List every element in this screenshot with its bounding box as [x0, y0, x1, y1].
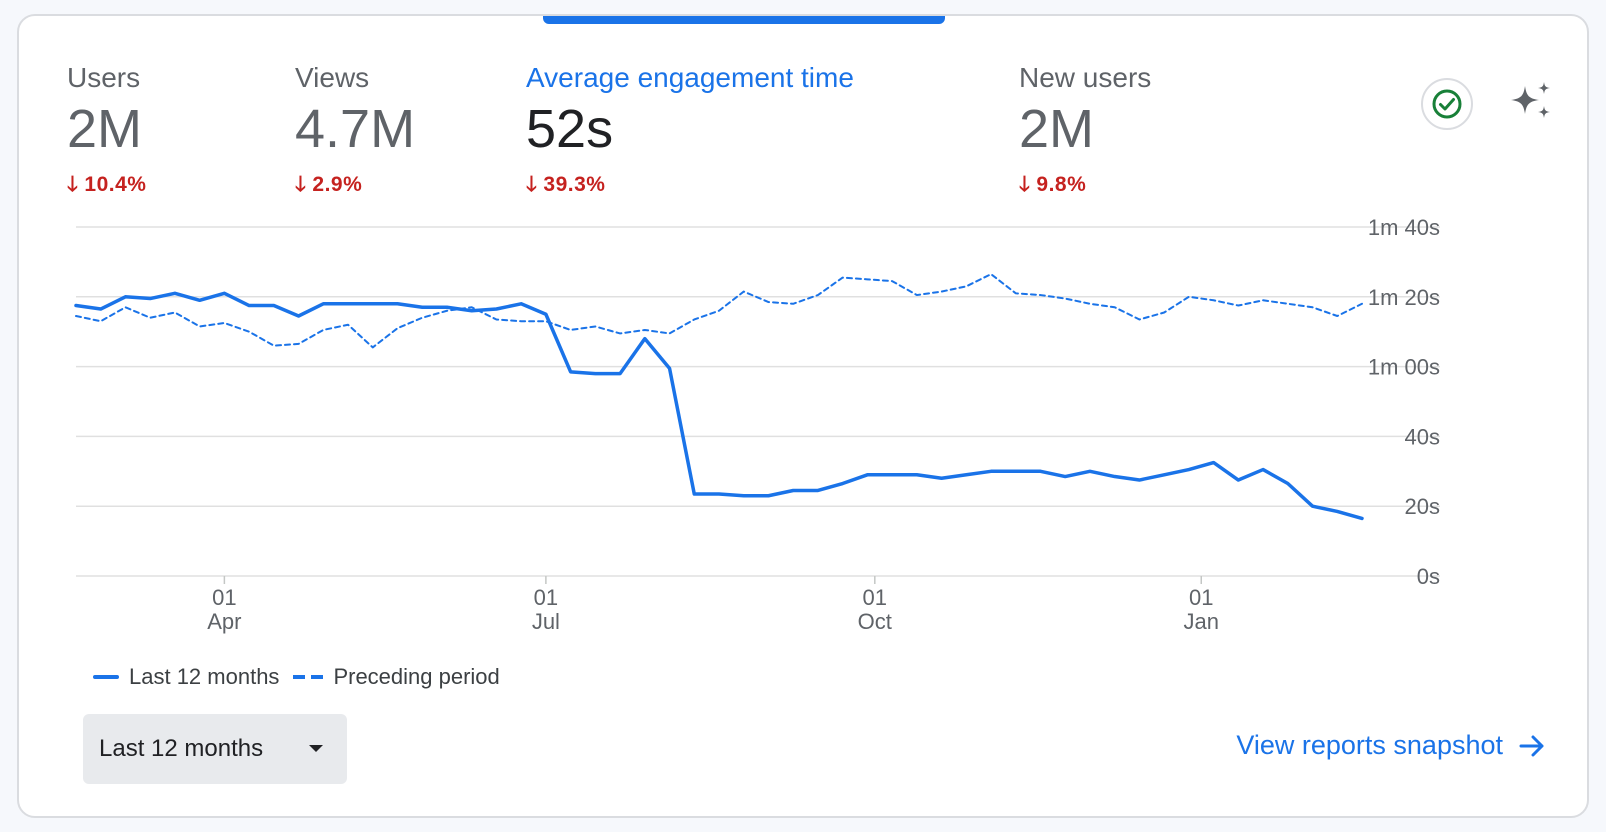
legend-swatch-dashed [293, 675, 324, 679]
metric-label: New users [1019, 62, 1152, 93]
metric-value: 4.7M [295, 99, 416, 159]
arrow-down-icon: 🡓 [526, 173, 538, 196]
y-tick-label: 20s [1405, 494, 1440, 519]
y-tick-label: 0s [1417, 564, 1440, 589]
analytics-card: Users 2M 🡓 10.4% Views 4.7M 🡓 2.9% Average… [17, 14, 1589, 818]
legend-label-preceding: Preceding period [333, 664, 500, 689]
active-tab-indicator [543, 16, 945, 24]
metric-views[interactable]: Views 4.7M 🡓 2.9% [295, 62, 415, 205]
check-circle-icon [1432, 89, 1462, 119]
chart-legend: Last 12 months Preceding period [93, 664, 500, 690]
date-range-label: Last 12 months [99, 735, 264, 762]
metric-value: 2M [1019, 99, 1095, 159]
x-tick-month: Apr [207, 609, 241, 634]
x-tick-day: 01 [1189, 585, 1213, 610]
status-check-button[interactable] [1421, 78, 1473, 130]
caret-down-icon [309, 745, 323, 752]
metric-delta: 🡓 2.9% [295, 170, 415, 205]
series-line-preceding-period [75, 273, 1363, 349]
metric-label: Views [295, 62, 370, 93]
metric-label: Average engagement time [526, 62, 854, 93]
metric-delta: 🡓 10.4% [67, 170, 146, 205]
metric-new-users[interactable]: New users 2M 🡓 9.8% [1019, 62, 1151, 205]
metric-avg-engagement-time[interactable]: Average engagement time 52s 🡓 39.3% [526, 62, 854, 205]
arrow-down-icon: 🡓 [295, 173, 307, 196]
legend-swatch-solid [93, 675, 119, 679]
x-tick-day: 01 [863, 585, 887, 610]
x-tick-month: Oct [858, 609, 892, 634]
date-range-dropdown[interactable]: Last 12 months [83, 714, 347, 784]
y-tick-label: 1m 40s [1368, 215, 1440, 240]
arrow-right-icon [1519, 735, 1544, 756]
arrow-down-icon: 🡓 [1019, 173, 1031, 196]
series-line-last-12-months [74, 291, 1364, 521]
metric-users[interactable]: Users 2M 🡓 10.4% [67, 62, 146, 205]
x-tick-month: Jul [532, 609, 560, 634]
legend-label-current: Last 12 months [129, 664, 280, 689]
view-link-label: View reports snapshot [1236, 730, 1503, 760]
metric-delta: 🡓 39.3% [526, 170, 854, 205]
y-tick-label: 40s [1405, 424, 1440, 449]
x-tick-day: 01 [534, 585, 558, 610]
insights-button[interactable] [1505, 78, 1557, 130]
x-tick-month: Jan [1184, 609, 1219, 634]
view-reports-snapshot-link[interactable]: View reports snapshot [1236, 730, 1547, 761]
sparkle-icon [1511, 82, 1550, 118]
x-tick-day: 01 [212, 585, 236, 610]
metric-delta: 🡓 9.8% [1019, 170, 1151, 205]
metric-value: 52s [526, 99, 614, 159]
metric-label: Users [67, 62, 141, 93]
metric-value: 2M [67, 99, 143, 159]
arrow-down-icon: 🡓 [67, 173, 79, 196]
y-tick-label: 1m 20s [1368, 285, 1440, 310]
y-tick-label: 1m 00s [1368, 355, 1440, 380]
